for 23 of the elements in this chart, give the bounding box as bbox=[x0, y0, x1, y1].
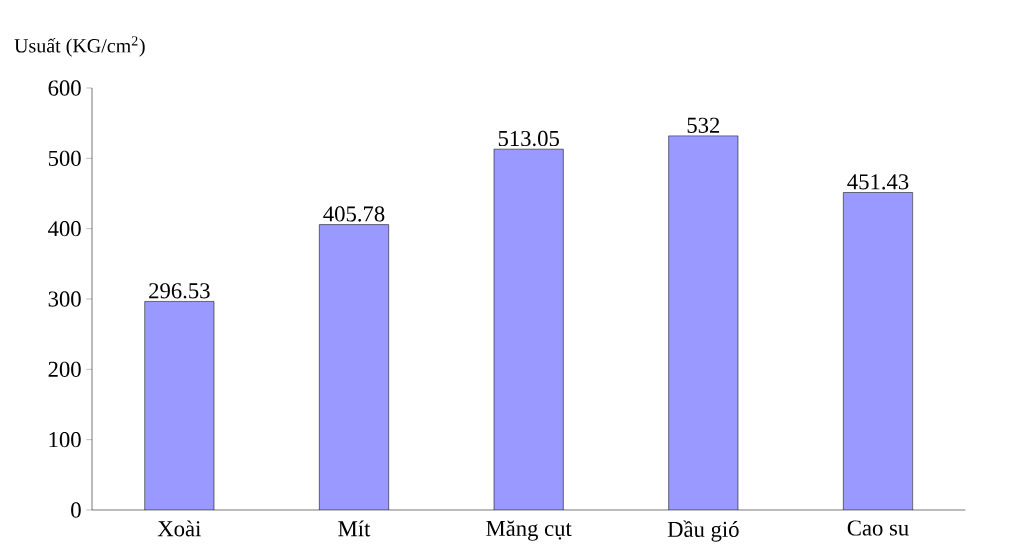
x-tick-label: Măng cụt bbox=[486, 520, 572, 541]
y-axis-title: Usuất (KG/cm$^{2}$) bbox=[14, 36, 145, 57]
y-tick-label: 0 bbox=[71, 502, 81, 518]
x-tick-label: Mít bbox=[338, 520, 371, 537]
x-tick-label: Xoài bbox=[157, 520, 201, 537]
bar bbox=[144, 301, 215, 510]
x-tick-label: Dầu gió bbox=[667, 520, 739, 542]
data-label: 451.43 bbox=[847, 174, 909, 190]
bar bbox=[668, 135, 738, 510]
y-tick-label: 100 bbox=[49, 432, 81, 448]
data-label: 296.53 bbox=[149, 283, 210, 299]
bar bbox=[494, 149, 564, 510]
bar bbox=[843, 192, 913, 510]
data-label: 513.05 bbox=[498, 130, 559, 147]
bar bbox=[319, 224, 389, 510]
y-tick-label: 500 bbox=[48, 150, 81, 166]
y-tick-label: 300 bbox=[48, 291, 81, 307]
data-label: 532 bbox=[687, 117, 720, 133]
y-tick-label: 400 bbox=[48, 221, 81, 237]
y-tick-label: 200 bbox=[48, 361, 81, 377]
y-tick-label: 600 bbox=[48, 80, 81, 96]
x-tick-label: Cao su bbox=[847, 520, 909, 536]
data-label: 405.78 bbox=[323, 206, 385, 222]
